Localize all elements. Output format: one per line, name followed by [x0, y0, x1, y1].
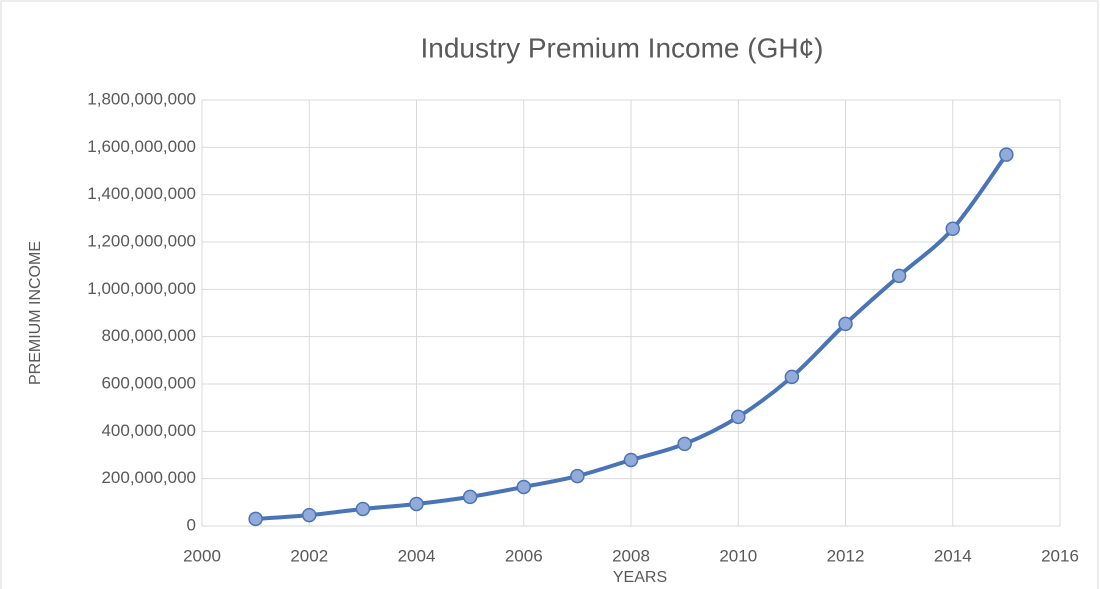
- y-tick-label: 600,000,000: [101, 373, 196, 392]
- y-tick-label: 1,800,000,000: [87, 89, 196, 108]
- chart-title: Industry Premium Income (GH¢): [421, 32, 824, 63]
- y-tick-label: 400,000,000: [101, 421, 196, 440]
- x-tick-label: 2016: [1041, 546, 1079, 565]
- x-axis-label: YEARS: [613, 569, 667, 586]
- data-point: [623, 452, 639, 468]
- x-tick-label: 2000: [183, 546, 221, 565]
- x-tick-label: 2008: [612, 546, 650, 565]
- data-point: [945, 221, 960, 236]
- data-point: [248, 511, 263, 527]
- data-point: [677, 436, 692, 452]
- data-point: [462, 489, 478, 505]
- x-tick-label: 2006: [505, 546, 543, 565]
- data-point: [838, 316, 853, 332]
- y-tick-label: 1,000,000,000: [87, 279, 196, 298]
- data-point: [999, 147, 1014, 162]
- y-tick-label: 1,600,000,000: [87, 137, 196, 156]
- x-tick-label: 2014: [934, 546, 972, 565]
- y-tick-label: 0: [187, 515, 196, 534]
- x-tick-label: 2010: [719, 546, 757, 565]
- x-tick-label: 2004: [398, 546, 436, 565]
- data-point: [302, 507, 317, 523]
- data-point: [355, 501, 371, 517]
- data-point: [516, 479, 531, 495]
- data-point: [409, 496, 424, 512]
- data-point: [784, 369, 800, 385]
- y-tick-label: 1,400,000,000: [87, 184, 196, 203]
- x-tick-label: 2002: [290, 546, 328, 565]
- data-point: [570, 468, 585, 484]
- y-axis-label: PREMIUM INCOME: [27, 241, 44, 385]
- y-tick-label: 800,000,000: [101, 326, 196, 345]
- x-tick-label: 2012: [827, 546, 865, 565]
- y-tick-label: 200,000,000: [101, 468, 196, 487]
- y-tick-label: 1,200,000,000: [87, 231, 196, 250]
- data-point: [731, 409, 746, 425]
- data-point: [891, 268, 907, 284]
